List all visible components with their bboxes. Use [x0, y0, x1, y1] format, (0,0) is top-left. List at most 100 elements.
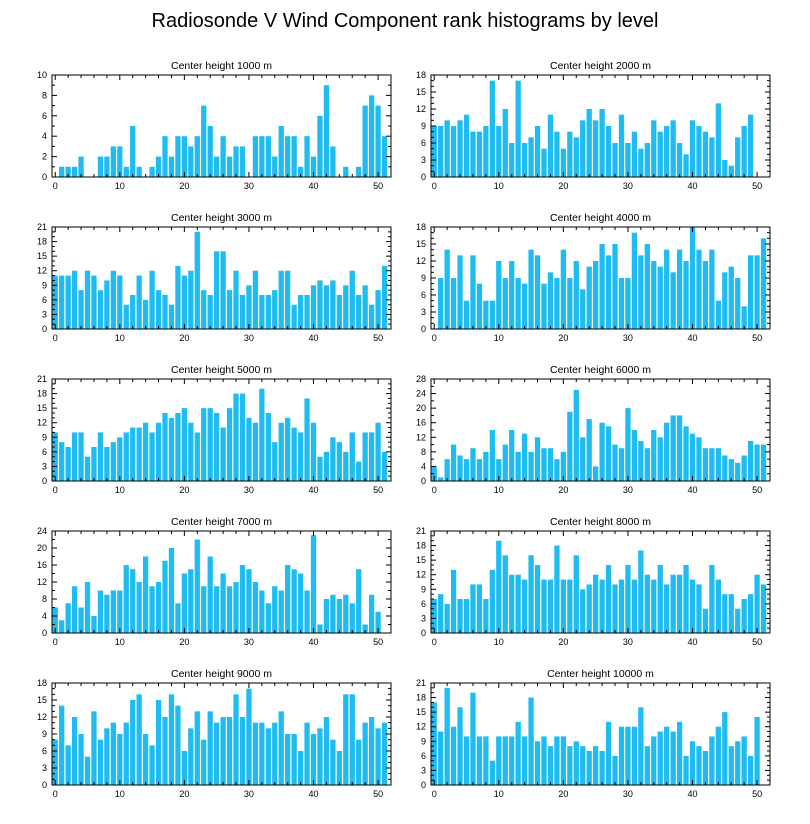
histogram-bar — [207, 556, 213, 633]
histogram-bar — [310, 734, 317, 785]
histogram-bar — [696, 249, 702, 329]
histogram-bar — [297, 295, 304, 329]
histogram-bar — [644, 244, 650, 329]
histogram-bar — [463, 300, 470, 329]
histogram-bar — [534, 126, 541, 177]
histogram-bar — [239, 295, 246, 329]
histogram-bar — [521, 579, 528, 633]
histogram-bar — [78, 432, 84, 481]
histogram-bar — [547, 746, 554, 785]
histogram-bar — [612, 444, 618, 481]
x-tick-label: 50 — [752, 637, 762, 647]
histogram-bar — [149, 270, 155, 329]
y-tick-label: 12 — [416, 722, 426, 732]
histogram-bar — [689, 227, 696, 329]
x-tick-label: 50 — [752, 789, 762, 799]
histogram-bar — [214, 251, 220, 329]
histogram-bar — [670, 120, 676, 177]
histogram-bar — [567, 131, 573, 177]
histogram-bar — [586, 419, 592, 481]
y-tick-label: 9 — [421, 736, 426, 746]
histogram-bar — [463, 459, 470, 481]
plot-frame — [51, 226, 392, 330]
histogram-bar — [117, 437, 123, 481]
histogram-bar — [194, 432, 200, 481]
y-tick-label: 3 — [42, 763, 47, 773]
histogram-bar — [657, 437, 663, 481]
y-tick-label: 10 — [37, 70, 47, 80]
y-tick-label: 0 — [421, 172, 426, 182]
histogram-bar — [489, 760, 495, 785]
histogram-bar — [722, 160, 728, 177]
histogram-bar — [130, 700, 136, 785]
histogram-bar — [356, 739, 362, 785]
histogram-bar — [65, 745, 71, 785]
histogram-bar — [84, 756, 91, 785]
histogram-bar — [181, 275, 188, 329]
x-tick-label: 30 — [244, 485, 254, 495]
histogram-bar — [272, 722, 278, 785]
histogram-bar — [754, 444, 760, 481]
histogram-bar — [117, 275, 123, 329]
histogram-bar — [110, 270, 116, 329]
histogram-bar — [201, 739, 207, 785]
histogram-bar — [593, 574, 599, 633]
x-tick-label: 10 — [494, 637, 504, 647]
histogram-bar — [310, 285, 317, 329]
histogram-bar — [605, 565, 612, 633]
histogram-bar — [431, 126, 437, 177]
histogram-bar — [457, 255, 463, 329]
histogram-bar — [541, 283, 547, 329]
x-tick-label: 40 — [688, 181, 698, 191]
histogram-bar — [233, 146, 239, 177]
histogram-bar — [541, 448, 547, 481]
histogram-bar — [580, 589, 586, 633]
histogram-bar — [239, 565, 246, 633]
y-tick-label: 6 — [42, 111, 47, 121]
histogram-bar — [207, 711, 213, 785]
histogram-bar — [194, 231, 200, 329]
histogram-bar — [547, 114, 554, 177]
histogram-bar — [104, 447, 110, 481]
histogram-bar — [368, 304, 375, 329]
x-tick-label: 20 — [179, 637, 189, 647]
x-tick-label: 0 — [432, 789, 437, 799]
histogram-bar — [631, 726, 638, 785]
histogram-bar — [130, 126, 136, 177]
histogram-bar — [71, 166, 78, 177]
histogram-bar — [438, 477, 444, 481]
x-tick-label: 40 — [309, 485, 319, 495]
histogram-bar — [541, 579, 547, 633]
histogram-bar — [123, 432, 129, 481]
histogram-bar — [188, 728, 194, 785]
histogram-bar — [644, 746, 650, 785]
histogram-bar — [188, 569, 194, 633]
histogram-bar — [470, 692, 476, 785]
y-tick-label: 6 — [421, 599, 426, 609]
histogram-bar — [457, 120, 463, 177]
histogram-bar — [220, 717, 226, 785]
x-tick-label: 50 — [373, 637, 383, 647]
histogram-bar — [554, 459, 560, 481]
histogram-bar — [59, 166, 65, 177]
histogram-bar — [560, 451, 567, 481]
histogram-bar — [696, 584, 702, 633]
histogram-bar — [278, 590, 284, 633]
histogram-bar — [110, 722, 116, 785]
histogram-bar — [362, 432, 368, 481]
histogram-bar — [567, 579, 573, 633]
histogram-bar — [528, 555, 534, 633]
histogram-bar — [226, 717, 233, 785]
histogram-bar — [65, 603, 71, 633]
histogram-bar — [297, 166, 304, 177]
histogram-bar — [521, 736, 528, 785]
histogram-bar — [599, 109, 605, 177]
x-tick-label: 10 — [115, 789, 125, 799]
histogram-bar — [52, 432, 58, 481]
histogram-bar — [252, 136, 259, 177]
x-tick-label: 30 — [244, 637, 254, 647]
histogram-bar — [368, 594, 375, 633]
histogram-bar — [502, 109, 508, 177]
histogram-bar — [149, 432, 155, 481]
histogram-bar — [175, 603, 181, 633]
